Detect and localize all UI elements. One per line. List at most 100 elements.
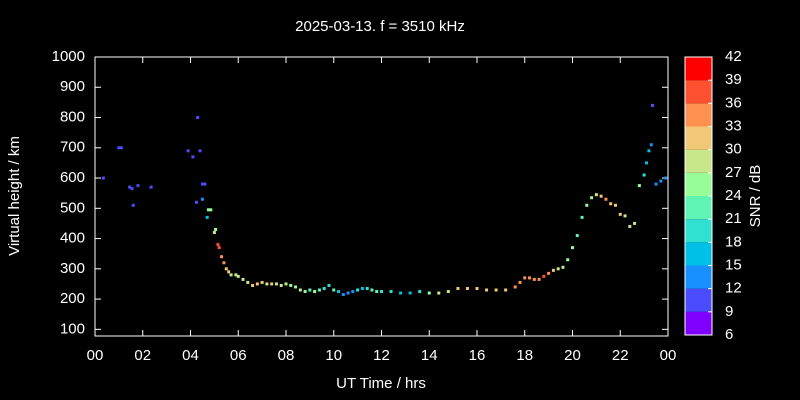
colorbar-tick-label: 9 <box>725 303 733 320</box>
point <box>229 273 233 277</box>
point <box>609 202 613 206</box>
x-tick-label: 16 <box>469 347 486 364</box>
point <box>518 280 522 284</box>
colorbar-band <box>685 103 712 127</box>
colorbar-tick-label: 12 <box>725 280 742 297</box>
point <box>196 116 200 120</box>
point <box>198 149 202 153</box>
point <box>645 161 649 165</box>
point <box>375 290 379 294</box>
point <box>217 246 221 250</box>
y-tick-label: 800 <box>60 108 85 125</box>
point <box>659 179 663 183</box>
point <box>537 277 541 281</box>
colorbar-tick-label: 18 <box>725 233 742 250</box>
point <box>566 258 570 262</box>
point <box>206 208 210 212</box>
point <box>341 293 345 297</box>
colorbar-tick-label: 36 <box>725 94 742 111</box>
point <box>494 288 498 292</box>
point <box>504 288 508 292</box>
y-tick-label: 200 <box>60 290 85 307</box>
point <box>322 286 326 290</box>
point <box>216 243 220 247</box>
colorbar-band <box>685 57 712 81</box>
point <box>327 283 331 287</box>
x-tick-label: 08 <box>278 347 295 364</box>
point <box>389 290 393 294</box>
point <box>446 290 450 294</box>
point <box>222 261 226 265</box>
point <box>128 185 132 189</box>
point <box>234 273 238 277</box>
x-tick-label: 02 <box>134 347 151 364</box>
point <box>599 194 603 198</box>
point <box>618 212 622 216</box>
y-tick-label: 1000 <box>52 48 85 65</box>
point <box>556 267 560 271</box>
point <box>532 277 536 281</box>
colorbar-band <box>685 126 712 150</box>
point <box>308 288 312 292</box>
point <box>365 286 369 290</box>
point <box>236 274 240 278</box>
colorbar-band <box>685 311 712 335</box>
colorbar-tick-label: 21 <box>725 210 742 227</box>
point <box>200 197 204 201</box>
point <box>650 103 654 107</box>
point <box>380 290 383 294</box>
point <box>346 291 350 295</box>
y-tick-label: 500 <box>60 199 85 216</box>
x-tick-label: 06 <box>230 347 247 364</box>
point <box>298 288 302 292</box>
point <box>628 224 632 228</box>
x-tick-label: 12 <box>373 347 390 364</box>
x-axis-label: UT Time / hrs <box>336 375 426 392</box>
point <box>561 265 565 269</box>
point <box>649 143 653 147</box>
point <box>117 146 121 150</box>
point <box>360 286 364 290</box>
point <box>224 267 228 271</box>
point <box>542 274 546 278</box>
point <box>485 288 489 292</box>
colorbar-label: SNR / dB <box>747 165 764 228</box>
point <box>313 290 317 294</box>
point <box>528 276 532 280</box>
point <box>370 288 374 292</box>
point <box>241 277 245 281</box>
point <box>284 282 288 286</box>
point <box>475 286 479 290</box>
point <box>642 173 646 177</box>
point <box>513 285 517 289</box>
point <box>547 271 551 275</box>
point <box>294 285 298 289</box>
point <box>274 282 278 286</box>
point <box>186 149 190 153</box>
point <box>212 231 216 235</box>
colorbar-band <box>685 242 712 266</box>
colorbar-band <box>685 265 712 289</box>
point <box>575 234 579 238</box>
point <box>664 176 668 180</box>
point <box>613 203 617 207</box>
y-tick-label: 900 <box>60 78 85 95</box>
colorbar-band <box>685 172 712 196</box>
x-tick-label: 00 <box>660 347 677 364</box>
point <box>623 214 627 218</box>
y-tick-label: 600 <box>60 169 85 186</box>
point <box>427 291 431 295</box>
colorbar-tick-label: 42 <box>725 48 742 65</box>
point <box>437 291 441 295</box>
x-tick-label: 20 <box>564 347 581 364</box>
x-tick-label: 10 <box>325 347 342 364</box>
colorbar-band <box>685 80 712 104</box>
point <box>279 283 283 287</box>
chart-title: 2025-03-13. f = 3510 kHz <box>295 18 465 35</box>
point <box>265 282 269 286</box>
point <box>246 280 250 284</box>
point <box>270 282 274 286</box>
point <box>654 182 658 186</box>
point <box>220 255 224 259</box>
